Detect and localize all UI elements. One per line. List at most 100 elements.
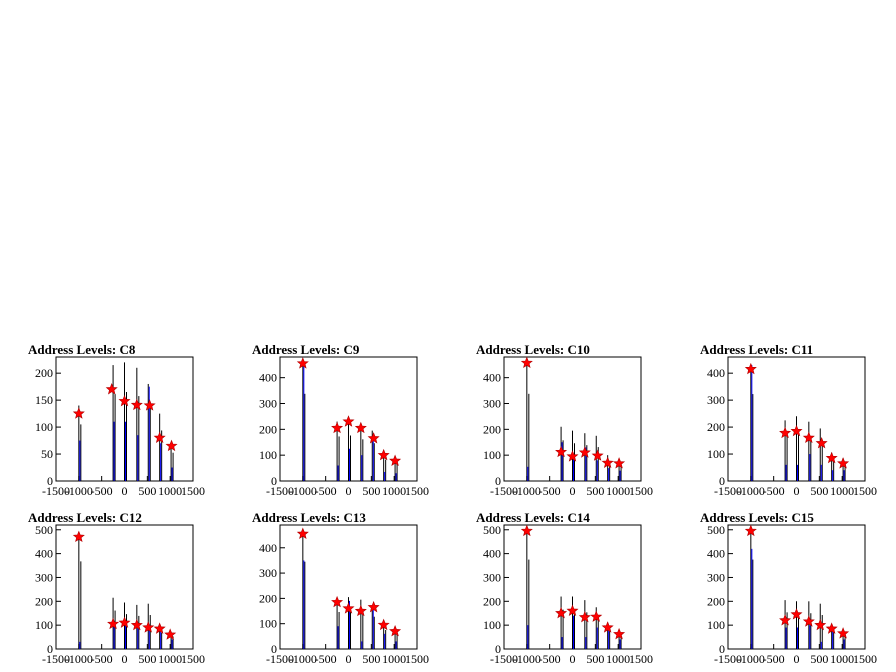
- y-tick-label: 50: [41, 447, 53, 461]
- x-tick-label: -500: [315, 484, 337, 498]
- x-tick-label: 500: [586, 652, 604, 666]
- star-marker: [566, 604, 579, 616]
- y-tick-label: 300: [707, 570, 725, 584]
- star-marker: [72, 530, 85, 543]
- y-tick-label: 100: [35, 420, 53, 434]
- x-tick-label: 500: [138, 484, 156, 498]
- star-marker: [377, 618, 390, 631]
- y-tick-label: 100: [707, 447, 725, 461]
- x-tick-label: -1500: [42, 484, 70, 498]
- x-tick-label: 500: [810, 484, 828, 498]
- star-marker: [790, 424, 803, 437]
- x-tick-label: 1500: [853, 652, 877, 666]
- star-marker: [802, 615, 815, 627]
- x-tick-label: 1500: [405, 652, 429, 666]
- star-marker: [590, 610, 603, 622]
- star-marker: [142, 621, 155, 633]
- x-tick-label: 1500: [181, 484, 205, 498]
- panel-6: Address Levels: C13 0 100 200 300 400 -1500-10…: [252, 510, 429, 666]
- y-tick-label: 300: [707, 393, 725, 407]
- star-marker: [802, 431, 815, 443]
- y-tick-label: 100: [483, 448, 501, 462]
- star-marker: [354, 421, 367, 434]
- x-tick-label: 500: [138, 652, 156, 666]
- star-marker: [815, 436, 828, 449]
- y-tick-label: 200: [35, 594, 53, 608]
- star-marker: [389, 624, 402, 637]
- panel-1: Address Levels: C8 0 50 100 150 200 -1500-1000…: [28, 342, 205, 498]
- panel-2: Address Levels: C9 0 100 200 300 400 -1500-100…: [252, 342, 429, 498]
- y-tick-label: 200: [483, 594, 501, 608]
- x-tick-label: 500: [362, 484, 380, 498]
- y-tick-label: 500: [707, 523, 725, 537]
- star-marker: [354, 604, 367, 617]
- y-tick-label: 300: [483, 397, 501, 411]
- star-marker: [377, 448, 390, 461]
- x-tick-label: 0: [346, 484, 352, 498]
- star-marker: [153, 431, 166, 443]
- y-tick-label: 0: [47, 474, 53, 488]
- star-marker: [118, 616, 131, 628]
- x-tick-label: -1000: [513, 652, 541, 666]
- x-tick-label: 1000: [830, 484, 854, 498]
- panel-3: Address Levels: C10 0 100 200 300 400 -1500-10…: [476, 342, 653, 498]
- star-marker: [837, 457, 850, 469]
- panel-5: Address Levels: C12 0 100 200 300 400 500 -1500…: [28, 510, 205, 666]
- star-marker: [143, 399, 156, 411]
- x-tick-label: -1000: [737, 484, 765, 498]
- x-tick-label: -1000: [289, 652, 317, 666]
- y-tick-label: 400: [483, 547, 501, 561]
- y-tick-label: 400: [259, 541, 277, 555]
- x-tick-label: 1500: [853, 484, 877, 498]
- star-marker: [342, 415, 355, 427]
- star-marker: [814, 618, 827, 631]
- x-tick-label: 0: [122, 484, 128, 498]
- y-tick-label: 150: [35, 393, 53, 407]
- y-tick-label: 500: [483, 523, 501, 537]
- star-marker: [107, 617, 120, 630]
- x-tick-label: -1500: [490, 484, 518, 498]
- panel-title: Address Levels: C14: [476, 510, 590, 525]
- x-tick-label: 1500: [181, 652, 205, 666]
- x-tick-label: -1000: [513, 484, 541, 498]
- x-tick-label: -500: [539, 652, 561, 666]
- y-tick-label: 400: [35, 547, 53, 561]
- star-marker: [613, 627, 626, 640]
- x-tick-label: 0: [122, 652, 128, 666]
- star-marker: [367, 600, 380, 613]
- x-tick-label: -1000: [289, 484, 317, 498]
- star-marker: [389, 454, 402, 466]
- star-marker: [342, 602, 355, 614]
- y-tick-label: 100: [259, 617, 277, 631]
- star-marker: [153, 622, 166, 634]
- y-tick-label: 0: [719, 474, 725, 488]
- x-tick-label: 500: [586, 484, 604, 498]
- y-tick-label: 200: [259, 591, 277, 605]
- panel-8: Address Levels: C15 0 100 200 300 400 500 -1500…: [700, 510, 877, 666]
- y-tick-label: 200: [259, 422, 277, 436]
- x-tick-label: 0: [570, 484, 576, 498]
- y-tick-label: 300: [483, 570, 501, 584]
- panel-title: Address Levels: C12: [28, 510, 142, 525]
- x-tick-label: 500: [810, 652, 828, 666]
- y-tick-label: 300: [259, 566, 277, 580]
- star-marker: [613, 457, 626, 469]
- star-marker: [72, 407, 85, 419]
- x-tick-label: 1500: [629, 484, 653, 498]
- x-tick-label: -500: [91, 652, 113, 666]
- star-marker: [555, 445, 568, 458]
- y-tick-label: 400: [483, 371, 501, 385]
- y-tick-label: 400: [259, 371, 277, 385]
- x-tick-label: 0: [794, 484, 800, 498]
- star-marker: [118, 394, 131, 407]
- star-marker: [296, 527, 309, 539]
- x-tick-label: -1000: [737, 652, 765, 666]
- y-tick-label: 500: [35, 523, 53, 537]
- star-marker: [837, 627, 850, 639]
- y-tick-label: 0: [495, 642, 501, 656]
- x-tick-label: -1500: [490, 652, 518, 666]
- star-marker: [566, 450, 579, 462]
- star-marker: [744, 362, 757, 375]
- x-tick-label: -1500: [42, 652, 70, 666]
- star-marker: [130, 398, 143, 411]
